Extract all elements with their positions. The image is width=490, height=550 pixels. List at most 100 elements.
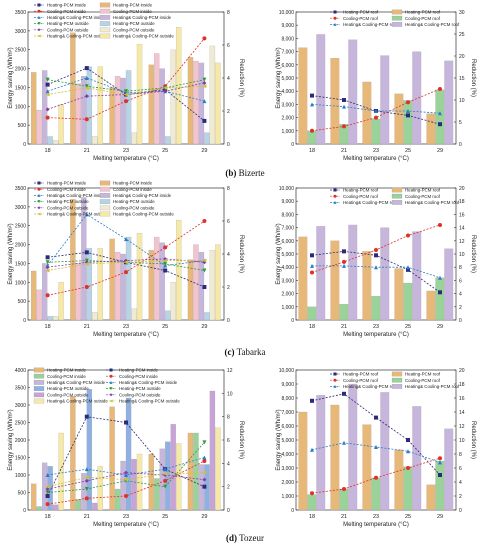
data-point bbox=[202, 455, 207, 460]
bar bbox=[154, 236, 160, 321]
legend-label: Heating& Cooling-PCM roof bbox=[343, 384, 398, 389]
data-point bbox=[310, 253, 314, 258]
legend-label: Heating& Cooling-PCM inside bbox=[113, 193, 172, 198]
legend-label: Cooling-PCM outside bbox=[47, 27, 89, 32]
y2-tick-label: 0 bbox=[227, 318, 230, 324]
legend-marker bbox=[37, 206, 41, 210]
data-point bbox=[438, 87, 442, 91]
bar bbox=[193, 432, 199, 511]
series-line bbox=[47, 251, 205, 288]
y2-axis-label: Reduction (%) bbox=[238, 421, 244, 459]
x-axis-label: Melting temperature (°C) bbox=[343, 156, 409, 162]
y2-tick-label: 2 bbox=[227, 109, 230, 115]
legend-bar-swatch bbox=[391, 377, 403, 383]
bar bbox=[120, 253, 126, 321]
y2-tick-label: 6 bbox=[459, 466, 462, 472]
x-tick-label: 25 bbox=[162, 148, 168, 154]
legend-marker bbox=[37, 34, 41, 38]
bar bbox=[92, 502, 98, 511]
y2-tick-label: 20 bbox=[459, 186, 465, 192]
data-point bbox=[163, 85, 168, 90]
y-tick-label: 0 bbox=[291, 318, 294, 324]
legend-label: Heating-PCM outside bbox=[113, 21, 155, 26]
bar bbox=[426, 290, 436, 321]
data-point bbox=[163, 478, 168, 483]
bar bbox=[198, 62, 205, 145]
x-tick-label: 29 bbox=[201, 324, 207, 330]
y2-tick-label: 5 bbox=[459, 120, 462, 126]
x-tick-label: 25 bbox=[162, 514, 168, 520]
y2-tick-label: 2 bbox=[459, 494, 462, 500]
data-point bbox=[342, 249, 346, 254]
data-point bbox=[45, 494, 50, 498]
bar bbox=[339, 488, 349, 511]
y-tick-label: 1000 bbox=[15, 473, 26, 479]
bar bbox=[148, 453, 154, 511]
y-tick-label: 1500 bbox=[15, 85, 26, 91]
bar bbox=[92, 136, 98, 145]
y2-tick-label: 12 bbox=[459, 239, 465, 245]
legend-marker bbox=[109, 374, 113, 378]
data-point bbox=[342, 124, 346, 129]
caption-letter: (d) bbox=[226, 533, 238, 543]
legend-bar-swatch bbox=[391, 371, 403, 377]
x-tick-label: 23 bbox=[373, 514, 379, 520]
legend-bar-swatch bbox=[391, 193, 403, 199]
y2-axis-label: Reduction (%) bbox=[238, 59, 244, 97]
data-point bbox=[84, 285, 89, 289]
data-point bbox=[163, 484, 168, 489]
x-tick-label: 23 bbox=[123, 148, 129, 154]
bar bbox=[209, 390, 216, 511]
y-tick-label: 2,000 bbox=[281, 292, 294, 298]
data-point bbox=[374, 109, 378, 113]
legend-label: Heating-PCM inside bbox=[47, 368, 87, 373]
y2-tick-label: 14 bbox=[459, 226, 465, 232]
x-tick-label: 21 bbox=[84, 514, 90, 520]
legend-marker bbox=[333, 200, 337, 204]
bar bbox=[81, 76, 87, 145]
bar bbox=[47, 136, 53, 145]
x-tick-label: 23 bbox=[123, 514, 129, 520]
bar bbox=[394, 93, 404, 145]
y-tick-label: 2,000 bbox=[281, 116, 294, 122]
legend-label: Cooling-PCM outside bbox=[113, 27, 155, 32]
data-point bbox=[202, 36, 207, 41]
bar bbox=[114, 252, 121, 321]
bar bbox=[97, 466, 103, 511]
y2-tick-label: 30 bbox=[459, 10, 465, 16]
legend-bar-swatch bbox=[99, 27, 111, 33]
bar bbox=[209, 250, 216, 321]
bar bbox=[154, 478, 160, 511]
bar bbox=[316, 34, 326, 145]
bar bbox=[36, 506, 42, 511]
legend-label: Heating-PCM roof bbox=[405, 10, 441, 15]
y-tick-label: 2000 bbox=[15, 438, 26, 444]
data-point bbox=[45, 255, 50, 260]
y-tick-label: 4,000 bbox=[281, 89, 294, 95]
bar bbox=[339, 304, 349, 321]
bar bbox=[125, 70, 132, 145]
legend-label: Heating-PCM inside bbox=[113, 181, 153, 186]
y-tick-label: 1000 bbox=[15, 280, 26, 286]
bar bbox=[298, 411, 308, 511]
data-point bbox=[45, 484, 50, 489]
data-point bbox=[45, 473, 50, 477]
data-point bbox=[202, 258, 207, 263]
legend-label: Heating& Cooling-PCM outside bbox=[113, 212, 174, 217]
y-tick-label: 8,000 bbox=[281, 396, 294, 402]
y-tick-label: 0 bbox=[291, 142, 294, 148]
bar bbox=[58, 104, 64, 145]
data-point bbox=[124, 237, 128, 242]
bar bbox=[120, 77, 126, 145]
data-point bbox=[342, 104, 346, 109]
data-point bbox=[202, 459, 207, 463]
y2-tick-label: 12 bbox=[459, 424, 465, 430]
x-axis-label: Melting temperature (°C) bbox=[93, 332, 159, 338]
legend-label: Heating& Cooling-PCM roof bbox=[405, 200, 460, 205]
data-point bbox=[202, 118, 207, 123]
y-tick-label: 9,000 bbox=[281, 199, 294, 205]
legend-bar-swatch bbox=[99, 211, 111, 217]
legend-marker bbox=[333, 378, 337, 382]
y-tick-label: 1,000 bbox=[281, 494, 294, 500]
